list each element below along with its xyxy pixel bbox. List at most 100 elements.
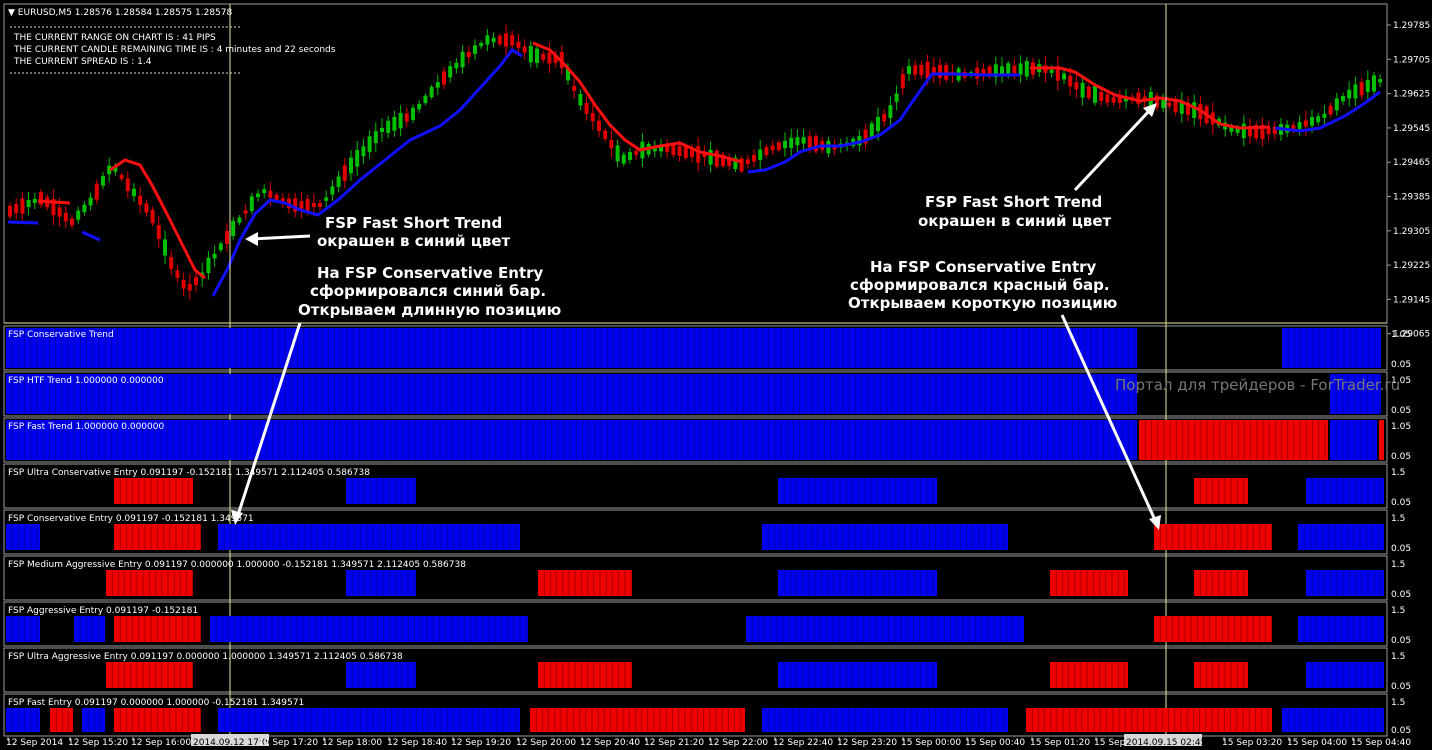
svg-text:На FSP Conservative Entry: На FSP Conservative Entry — [317, 264, 544, 282]
time-tick-label: 12 Sep 18:00 — [322, 738, 382, 748]
panel-scale-top: 1.5 — [1391, 468, 1405, 478]
histogram-bar — [6, 524, 40, 550]
histogram-bar — [106, 570, 193, 596]
time-tick-label: 15 Sep 00:00 — [901, 738, 961, 748]
time-tick-label: 15 Sep 04:00 — [1287, 738, 1347, 748]
histogram-bar — [218, 708, 520, 732]
price-tick-label: 1.29385 — [1393, 193, 1430, 203]
panel-label: FSP Conservative Trend — [8, 330, 114, 340]
time-tick-label: 12 Sep 22:00 — [708, 738, 768, 748]
price-tick-label: 1.29065 — [1393, 330, 1430, 340]
time-tick-label: 12 Sep 18:40 — [387, 738, 447, 748]
main-price-panel[interactable] — [3, 3, 1388, 324]
panel-scale-top: 1.5 — [1391, 652, 1405, 662]
histogram-bar — [6, 374, 1137, 414]
histogram-bar — [1306, 478, 1384, 504]
annotation-conservative-entry-short: На FSP Conservative Entry сформировался … — [848, 258, 1161, 530]
indicator-panel[interactable]: FSP HTF Trend 1.000000 0.000000 1.05 0.05 — [6, 374, 1411, 416]
panel-scale-top: 1.05 — [1391, 330, 1411, 340]
indicator-panel[interactable]: FSP Fast Entry 0.091197 0.000000 1.00000… — [6, 698, 1411, 736]
svg-text:Открываем длинную позицию: Открываем длинную позицию — [298, 301, 561, 319]
histogram-bar — [778, 478, 937, 504]
svg-text:FSP Fast Short Trend: FSP Fast Short Trend — [925, 193, 1102, 211]
histogram-bar — [746, 616, 1024, 642]
histogram-bar — [1026, 708, 1272, 732]
time-tick-label: 15 Sep 04:40 — [1351, 738, 1411, 748]
panel-label: FSP Fast Entry 0.091197 0.000000 1.00000… — [8, 698, 304, 708]
fast-trend-line-blue — [747, 72, 1020, 174]
price-tick-label: 1.29785 — [1393, 21, 1430, 31]
time-tick-label: 15 Sep 00:40 — [965, 738, 1025, 748]
histogram-bar — [1330, 420, 1377, 460]
panel-scale-top: 1.5 — [1391, 606, 1405, 616]
histogram-bar — [778, 570, 937, 596]
annotation-conservative-entry-long: На FSP Conservative Entry сформировался … — [231, 264, 561, 525]
histogram-bar — [106, 662, 193, 688]
histogram-bar — [1379, 420, 1384, 460]
svg-text:FSP Fast Short Trend: FSP Fast Short Trend — [325, 214, 502, 232]
panel-scale-bottom: 0.05 — [1391, 590, 1411, 600]
indicator-panel[interactable]: FSP Conservative Entry 0.091197 -0.15218… — [6, 514, 1411, 554]
svg-text:Открываем короткую позицию: Открываем короткую позицию — [848, 294, 1117, 312]
fast-trend-line-blue — [7, 220, 39, 225]
histogram-bar — [218, 524, 520, 550]
panel-scale-top: 1.5 — [1391, 698, 1405, 708]
indicator-panel[interactable]: FSP Aggressive Entry 0.091197 -0.152181 1… — [6, 606, 1411, 646]
histogram-bar — [762, 708, 1008, 732]
panel-scale-bottom: 0.05 — [1391, 544, 1411, 554]
time-tick-label: 12 Sep 15:20 — [68, 738, 128, 748]
time-tick-label: 15 Sep 03:20 — [1222, 738, 1282, 748]
histogram-bar — [6, 420, 1137, 460]
histogram-bar — [50, 708, 73, 732]
svg-text:На FSP Conservative Entry: На FSP Conservative Entry — [870, 258, 1097, 276]
histogram-bar — [1154, 616, 1272, 642]
indicator-panel[interactable]: FSP Ultra Conservative Entry 0.091197 -0… — [8, 468, 1411, 508]
chart-symbol-header: ▼ EURUSD,M5 1.28576 1.28584 1.28575 1.28… — [8, 8, 232, 18]
histogram-bar — [114, 616, 201, 642]
fast-trend-line-red — [532, 41, 743, 164]
indicator-panel[interactable]: FSP Conservative Trend 1.05 0.05 — [6, 328, 1411, 370]
indicator-panel[interactable]: FSP Ultra Aggressive Entry 0.091197 0.00… — [8, 652, 1411, 692]
fast-trend-line-red — [37, 199, 71, 205]
indicator-panel[interactable]: FSP Fast Trend 1.000000 0.000000 1.05 0.05 — [6, 420, 1411, 462]
info-spread: THE CURRENT SPREAD IS : 1.4 — [13, 57, 152, 67]
histogram-bar — [1306, 662, 1384, 688]
annotation-fast-trend-right: FSP Fast Short Trend окрашен в синий цве… — [918, 103, 1157, 230]
panel-label: FSP Fast Trend 1.000000 0.000000 — [8, 422, 164, 432]
panel-label: FSP Aggressive Entry 0.091197 -0.152181 — [8, 606, 198, 616]
svg-text:сформировался синий бар.: сформировался синий бар. — [310, 282, 546, 300]
time-tick-label: 12 Sep 16:00 — [131, 738, 191, 748]
indicator-panel[interactable]: FSP Medium Aggressive Entry 0.091197 0.0… — [8, 560, 1411, 600]
time-tick-label: 12 Sep 20:40 — [580, 738, 640, 748]
time-tick-label: 12 Sep 22:40 — [773, 738, 833, 748]
histogram-bar — [1282, 328, 1381, 368]
time-axis: 12 Sep 2014 12 Sep 15:20 12 Sep 16:00 2014.… — [6, 734, 1411, 748]
panel-scale-top: 1.5 — [1391, 560, 1405, 570]
time-tick-label: 12 Sep 19:20 — [451, 738, 511, 748]
histogram-bar — [762, 524, 1008, 550]
histogram-bar — [1154, 524, 1272, 550]
panel-scale-bottom: 0.05 — [1391, 726, 1411, 736]
fast-trend-line-red — [109, 158, 206, 280]
histogram-bar — [538, 662, 632, 688]
panel-scale-top: 1.05 — [1391, 422, 1411, 432]
panel-scale-bottom: 0.05 — [1391, 406, 1411, 416]
histogram-bar — [1194, 662, 1248, 688]
panel-label: FSP Ultra Aggressive Entry 0.091197 0.00… — [8, 652, 403, 662]
candlesticks — [8, 24, 1383, 301]
histogram-bar — [6, 708, 40, 732]
price-tick-label: 1.29305 — [1393, 227, 1430, 237]
time-tick-label: 2014.09.12 17:00 — [193, 738, 274, 748]
histogram-bar — [538, 570, 632, 596]
histogram-bar — [346, 662, 416, 688]
panel-scale-top: 1.5 — [1391, 514, 1405, 524]
svg-text:сформировался красный бар.: сформировался красный бар. — [850, 276, 1110, 294]
panel-scale-bottom: 0.05 — [1391, 452, 1411, 462]
histogram-bar — [1298, 524, 1384, 550]
histogram-bar — [346, 570, 416, 596]
svg-text:окрашен в синий цвет: окрашен в синий цвет — [317, 232, 511, 250]
histogram-bar — [778, 662, 937, 688]
panel-label: FSP HTF Trend 1.000000 0.000000 — [8, 376, 164, 386]
histogram-bar — [1194, 570, 1248, 596]
